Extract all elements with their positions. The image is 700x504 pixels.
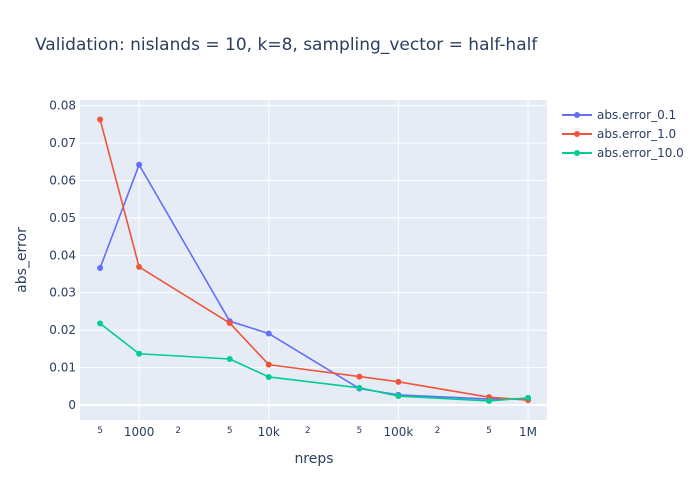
legend-label: abs.error_0.1 — [597, 108, 676, 122]
axes: 0 0.01 0.02 0.03 0.04 0.05 0.06 0.07 0.08 1000 10k… — [49, 99, 537, 439]
y-tick-label: 0.03 — [49, 286, 76, 300]
chart-title: Validation: nislands = 10, k=8, sampling… — [35, 35, 538, 55]
data-point[interactable] — [97, 320, 104, 327]
series-line — [99, 163, 529, 400]
data-point[interactable] — [136, 161, 143, 168]
y-tick-label: 0.07 — [49, 136, 76, 150]
data-point[interactable] — [265, 361, 272, 368]
legend-item[interactable]: abs.error_0.1 — [562, 108, 676, 122]
x-tick-label: 1M — [519, 425, 537, 439]
x-minor-tick-label: 5 — [486, 426, 492, 436]
series-line — [99, 119, 529, 401]
legend-item[interactable]: abs.error_1.0 — [562, 127, 676, 141]
data-point[interactable] — [356, 373, 363, 380]
data-point[interactable] — [395, 378, 402, 385]
y-tick-label: 0.06 — [49, 173, 76, 187]
y-tick-label: 0.04 — [49, 248, 76, 262]
legend-swatch-marker — [574, 112, 580, 118]
legend-label: abs.error_1.0 — [597, 127, 676, 141]
x-minor-tick-label: 5 — [97, 426, 103, 436]
legend[interactable]: abs.error_0.1 abs.error_1.0 abs.error_10.0 — [562, 108, 684, 160]
x-minor-tick-label: 2 — [435, 426, 441, 436]
series-2 — [97, 116, 532, 404]
y-axis-title: abs_error — [14, 227, 30, 293]
y-tick-label: 0 — [68, 398, 76, 412]
legend-label: abs.error_10.0 — [597, 146, 684, 160]
y-tick-label: 0.01 — [49, 361, 76, 375]
data-point[interactable] — [97, 265, 104, 272]
series-3 — [97, 320, 532, 404]
series-group — [97, 116, 532, 404]
x-minor-tick-label: 5 — [227, 426, 233, 436]
x-minor-tick-label: 5 — [357, 426, 363, 436]
data-point[interactable] — [226, 355, 233, 362]
x-minor-tick-label: 2 — [305, 426, 311, 436]
data-point[interactable] — [226, 320, 233, 327]
legend-swatch-marker — [574, 150, 580, 156]
data-point[interactable] — [136, 350, 143, 357]
y-tick-label: 0.02 — [49, 323, 76, 337]
x-tick-label: 100k — [383, 425, 413, 439]
data-point[interactable] — [265, 373, 272, 380]
data-point[interactable] — [395, 393, 402, 400]
data-point[interactable] — [486, 397, 493, 404]
x-tick-label: 1000 — [124, 425, 155, 439]
data-point[interactable] — [97, 116, 104, 123]
legend-swatch-marker — [574, 131, 580, 137]
y-tick-label: 0.08 — [49, 99, 76, 113]
legend-item[interactable]: abs.error_10.0 — [562, 146, 684, 160]
x-minor-tick-label: 2 — [175, 426, 181, 436]
y-tick-label: 0.05 — [49, 211, 76, 225]
x-tick-label: 10k — [258, 425, 280, 439]
data-point[interactable] — [356, 384, 363, 391]
x-axis-title: nreps — [294, 451, 333, 467]
data-point[interactable] — [525, 394, 532, 401]
series-line — [99, 322, 529, 402]
plot-area — [80, 100, 547, 420]
data-point[interactable] — [136, 263, 143, 270]
data-point[interactable] — [265, 330, 272, 337]
